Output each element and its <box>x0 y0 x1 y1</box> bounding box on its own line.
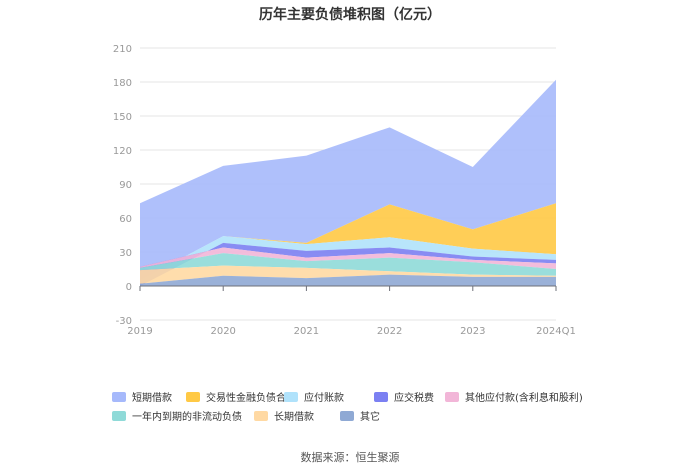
axes: -30 0 30 60 90 120 150 180 210 2019 2020 2021 2022 20… <box>113 44 576 337</box>
chart-title: 历年主要负债堆积图（亿元） <box>259 7 441 23</box>
x-tick-label: 2020 <box>210 326 235 337</box>
x-tick-label: 2022 <box>377 326 402 337</box>
y-tick-label: 120 <box>113 146 132 157</box>
area-2 <box>140 253 556 276</box>
legend-swatch <box>445 392 459 402</box>
x-tick-label: 2021 <box>294 326 319 337</box>
legend-label: 长期借款 <box>274 410 314 423</box>
area-7 <box>140 79 556 281</box>
legend-label: 交易性金融负债合计 <box>206 391 296 404</box>
legend-swatch <box>186 392 200 402</box>
area-6 <box>140 203 556 281</box>
legend-swatch <box>340 411 354 421</box>
legend-swatch <box>254 411 268 421</box>
y-tick-label: 30 <box>119 248 132 259</box>
y-tick-label: 60 <box>119 214 132 225</box>
y-tick-label: -30 <box>116 316 132 327</box>
y-tick-label: 150 <box>113 112 132 123</box>
data-source: 数据来源：恒生聚源 <box>300 451 400 464</box>
area-3 <box>140 247 556 269</box>
legend-label: 应交税费 <box>394 391 434 404</box>
legend-swatch <box>284 392 298 402</box>
legend-swatch <box>112 392 126 402</box>
area-4 <box>140 242 556 286</box>
legend-label: 短期借款 <box>132 391 172 404</box>
y-tick-label: 210 <box>113 44 132 55</box>
area-1 <box>140 265 556 284</box>
legend: 短期借款 交易性金融负债合计 应付账款 应交税费 其他应付款(含利息和股利) 一年内到期的… <box>112 391 583 423</box>
x-tick-label: 2023 <box>460 326 485 337</box>
legend-swatch <box>112 411 126 421</box>
area-series <box>140 79 556 286</box>
legend-label: 一年内到期的非流动负债 <box>132 410 242 423</box>
x-tick-label: 2024Q1 <box>536 326 576 337</box>
legend-label: 其它 <box>360 410 380 423</box>
area-0 <box>140 274 556 286</box>
y-tick-label: 0 <box>126 282 132 293</box>
x-tick-label: 2019 <box>127 326 152 337</box>
y-tick-label: 90 <box>119 180 132 191</box>
legend-label: 其他应付款(含利息和股利) <box>465 391 583 404</box>
legend-swatch <box>374 392 388 402</box>
legend-label: 应付账款 <box>304 391 344 404</box>
area-5 <box>140 236 556 286</box>
y-tick-label: 180 <box>113 78 132 89</box>
